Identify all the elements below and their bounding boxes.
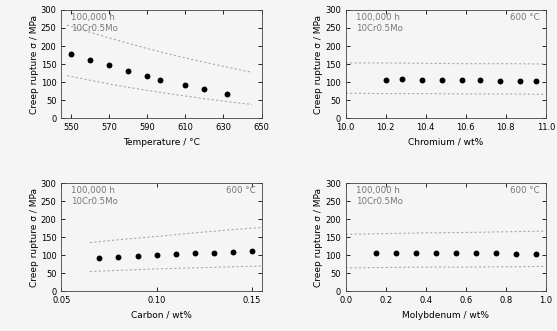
- Point: [411, 250, 420, 255]
- X-axis label: Carbon / wt%: Carbon / wt%: [131, 311, 192, 320]
- Point: [133, 254, 142, 259]
- Point: [228, 249, 237, 254]
- Point: [156, 77, 165, 82]
- Text: 100,000 h
10Cr0.5Mo: 100,000 h 10Cr0.5Mo: [355, 13, 403, 32]
- Text: 600 °C: 600 °C: [510, 186, 540, 195]
- Point: [209, 250, 218, 255]
- Point: [471, 251, 480, 256]
- Point: [85, 57, 94, 62]
- Point: [114, 254, 123, 260]
- Point: [431, 250, 440, 256]
- Point: [397, 76, 406, 82]
- Point: [143, 73, 152, 78]
- Point: [171, 252, 180, 257]
- Point: [381, 77, 390, 82]
- Y-axis label: Creep rupture σ / MPa: Creep rupture σ / MPa: [315, 188, 324, 287]
- Point: [391, 250, 400, 255]
- Point: [451, 250, 460, 256]
- Point: [105, 62, 114, 68]
- X-axis label: Temperature / °C: Temperature / °C: [123, 138, 200, 147]
- Point: [371, 250, 380, 255]
- X-axis label: Chromium / wt%: Chromium / wt%: [408, 138, 483, 147]
- Point: [515, 78, 524, 83]
- Point: [531, 251, 540, 257]
- Point: [531, 78, 540, 84]
- X-axis label: Molybdenum / wt%: Molybdenum / wt%: [402, 311, 489, 320]
- Text: 600 °C: 600 °C: [510, 13, 540, 22]
- Point: [437, 77, 446, 82]
- Point: [200, 86, 209, 92]
- Point: [181, 82, 190, 87]
- Y-axis label: Creep rupture σ / MPa: Creep rupture σ / MPa: [30, 188, 39, 287]
- Point: [66, 51, 75, 57]
- Point: [475, 77, 484, 83]
- Point: [495, 78, 504, 83]
- Text: 100,000 h
10Cr0.5Mo: 100,000 h 10Cr0.5Mo: [71, 13, 118, 32]
- Text: 100,000 h
10Cr0.5Mo: 100,000 h 10Cr0.5Mo: [355, 186, 403, 206]
- Point: [190, 251, 199, 256]
- Point: [491, 251, 500, 256]
- Text: 100,000 h
10Cr0.5Mo: 100,000 h 10Cr0.5Mo: [71, 186, 118, 206]
- Y-axis label: Creep rupture σ / MPa: Creep rupture σ / MPa: [30, 15, 39, 114]
- Point: [417, 77, 426, 82]
- Y-axis label: Creep rupture σ / MPa: Creep rupture σ / MPa: [315, 15, 324, 114]
- Point: [95, 255, 104, 260]
- Point: [247, 248, 256, 253]
- Point: [223, 91, 232, 97]
- Point: [124, 68, 133, 73]
- Point: [152, 253, 161, 258]
- Text: 600 °C: 600 °C: [226, 186, 256, 195]
- Point: [457, 77, 466, 83]
- Point: [511, 251, 520, 257]
